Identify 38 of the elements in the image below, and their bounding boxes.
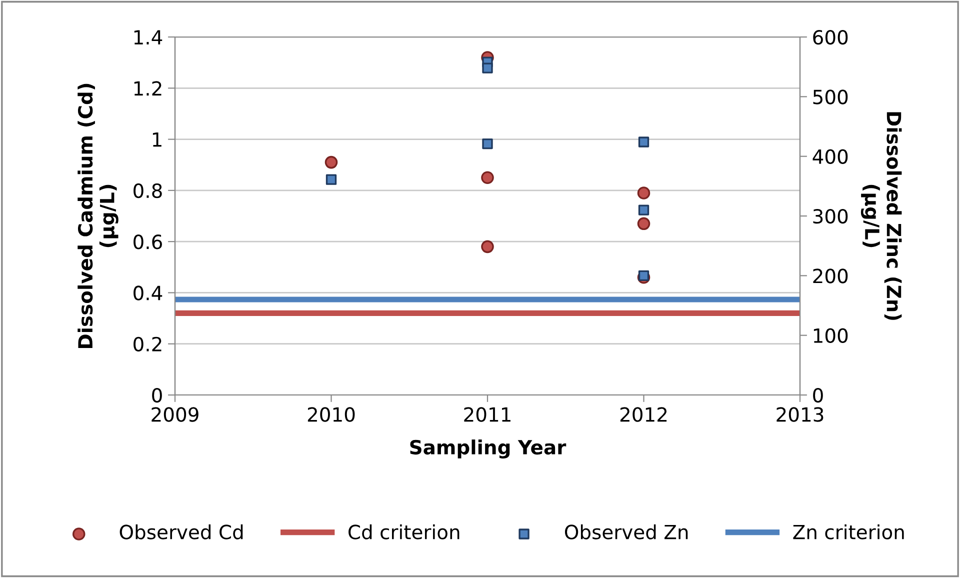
point xyxy=(481,240,494,254)
legend-label: Cd criterion xyxy=(348,524,460,540)
point xyxy=(482,138,493,150)
point xyxy=(324,156,338,169)
legend-label: Zn criterion xyxy=(793,524,904,540)
y-tick-label: 0.8 xyxy=(134,183,162,198)
x-tick-label: 2010 xyxy=(308,407,355,422)
point xyxy=(638,270,650,281)
y-tick-label: 1.4 xyxy=(134,30,162,44)
legend-label: Observed Zn xyxy=(564,524,688,540)
y2-axis-title: Dissolved Zinc (Zn) (µg/L) xyxy=(860,112,902,320)
y-tick-label: 1 xyxy=(152,132,162,147)
y-tick-label: 0 xyxy=(152,388,162,403)
x-tick-label: 2012 xyxy=(620,407,667,422)
y-tick-label: 0.6 xyxy=(134,234,162,250)
point xyxy=(482,62,493,74)
y2-tick-label: 400 xyxy=(812,149,848,164)
y2-tick-label: 200 xyxy=(813,268,848,284)
point xyxy=(638,204,650,216)
point xyxy=(637,217,650,230)
y2-tick-label: 500 xyxy=(813,90,848,104)
point xyxy=(638,136,650,148)
x-axis-title: Sampling Year xyxy=(410,440,566,458)
y2-tick-label: 600 xyxy=(813,30,848,45)
y-tick-label: 0.2 xyxy=(134,336,162,352)
point xyxy=(481,171,494,184)
point xyxy=(637,186,650,200)
y-tick-label: 1.2 xyxy=(134,81,162,96)
point xyxy=(326,174,337,185)
x-tick-label: 2009 xyxy=(152,407,198,422)
y2-tick-label: 0 xyxy=(813,388,823,403)
legend-label: Observed Cd xyxy=(120,524,243,540)
y-tick-label: 0.4 xyxy=(134,286,162,300)
y2-tick-label: 300 xyxy=(813,208,848,224)
x-tick-label: 2013 xyxy=(776,407,824,422)
y-axis-title: Dissolved Cadmium (Cd) (µg/L) xyxy=(78,84,118,348)
y2-tick-label: 100 xyxy=(814,328,848,343)
x-tick-label: 2011 xyxy=(464,407,510,422)
